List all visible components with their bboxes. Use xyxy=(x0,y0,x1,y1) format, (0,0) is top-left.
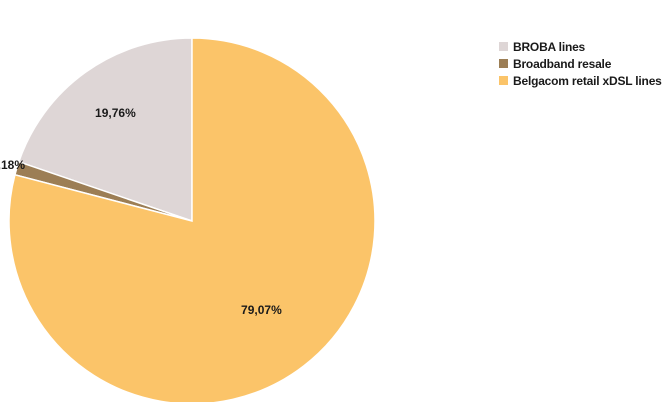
slice-broba-lines xyxy=(17,37,193,223)
legend-label: BROBA lines xyxy=(513,39,586,54)
legend-label: Belgacom retail xDSL lines xyxy=(513,73,662,88)
data-label-belgacom-retail-xdsl-lines: 79,07% xyxy=(241,303,282,317)
data-label-broba-lines: 19,76% xyxy=(95,106,136,120)
legend-item-broadband-resale: Broadband resale xyxy=(499,55,662,72)
legend-item-belgacom-retail-xdsl-lines: Belgacom retail xDSL lines xyxy=(499,72,662,89)
legend-swatch xyxy=(499,59,508,68)
data-label-broadband-resale: 1,18% xyxy=(0,158,25,172)
legend-swatch xyxy=(499,42,508,51)
legend-label: Broadband resale xyxy=(513,56,612,71)
legend-swatch xyxy=(499,76,508,85)
legend-item-broba-lines: BROBA lines xyxy=(499,38,662,55)
pie-data-labels: 19,76% 1,18% 79,07% xyxy=(0,106,282,317)
pie-slices xyxy=(8,37,376,402)
legend: BROBA lines Broadband resale Belgacom re… xyxy=(499,38,662,89)
slice-belgacom-retail-xdsl-lines xyxy=(8,37,376,402)
